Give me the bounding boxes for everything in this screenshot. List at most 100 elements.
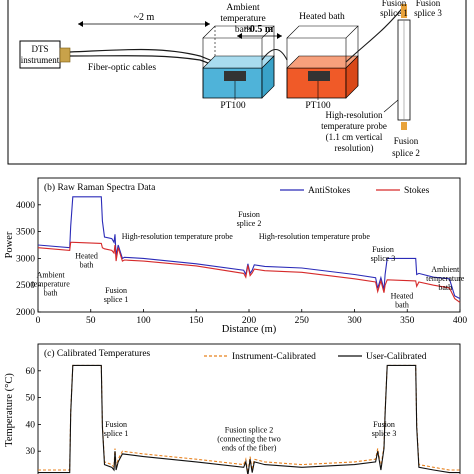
annotation-label: splice 3 (372, 429, 397, 438)
ambient-label-1: Ambient (226, 3, 260, 13)
panel-c-title: (c) Calibrated Temperatures (44, 348, 151, 359)
x-tick-label: 50 (86, 316, 96, 326)
legend-label: Instrument-Calibrated (232, 352, 316, 362)
ambient-bath (202, 25, 275, 99)
ambient-label-3: bath (235, 25, 252, 35)
splice2-label-1: Fusion (394, 136, 419, 146)
probe-label-3: (1.1 cm vertical (326, 132, 383, 142)
annotation-label: Fusion (238, 210, 260, 219)
y-tick-label: 30 (26, 447, 36, 457)
legend-label: AntiStokes (308, 186, 351, 196)
annotation-label: Fusion splice 2 (225, 425, 273, 434)
dts-label-1: DTS (31, 44, 48, 54)
annotation-label: Fusion (105, 420, 127, 429)
panel-b-ylabel: Power (4, 231, 15, 258)
annotation-label: Fusion (373, 420, 395, 429)
annotation-label: temperature (426, 274, 465, 283)
annotation-label: Heated (391, 292, 414, 301)
annotation-label: splice 1 (104, 295, 129, 304)
fiber-cable-1 (69, 48, 216, 63)
panel-c-axes: 2030405060 (26, 367, 41, 457)
panel-c-ylabel: Temperature (°C) (4, 373, 15, 447)
panel-c-plot-area (37, 343, 461, 474)
splice1-label-1: Fusion (382, 0, 407, 8)
splice1-label-2: splice 1 (380, 8, 408, 18)
x-tick-label: 150 (189, 316, 204, 326)
probe-label-4: resolution) (335, 143, 374, 153)
series-line-user-calibrated (38, 364, 460, 474)
panel-a-frame (7, 0, 467, 165)
x-tick-label: 350 (400, 316, 415, 326)
annotation-label: splice 1 (104, 429, 129, 438)
x-tick-label: 100 (136, 316, 151, 326)
panel-c-legend: Instrument-Calibrated User-Calibrated (204, 352, 427, 362)
splice2-label-2: splice 2 (392, 148, 420, 158)
fiber-link-baths (261, 48, 288, 61)
splice3-label-2: splice 3 (414, 8, 442, 18)
x-tick-label: 400 (453, 316, 468, 326)
panel-b-series (37, 196, 461, 303)
pt100-b-label: PT100 (305, 101, 331, 111)
annotation-label: bath (395, 301, 409, 310)
y-tick-label: 50 (26, 394, 36, 404)
x-tick-label: 200 (242, 316, 257, 326)
probe-label-2: temperature probe (321, 121, 387, 131)
y-tick-label: 40 (26, 420, 36, 430)
annotation-label: High-resolution temperature probe (122, 232, 234, 241)
annotation-label: Ambient (431, 265, 460, 274)
y-tick-label: 60 (26, 367, 36, 377)
annotation-label: Ambient (37, 271, 66, 280)
x-tick-label: 0 (36, 316, 41, 326)
calibrated-temperature-chart: (c) Calibrated Temperatures Temperature … (4, 343, 461, 474)
raw-spectra-chart: (b) Raw Raman Spectra Data Distance (m) … (4, 177, 467, 335)
annotation-label: bath (80, 260, 94, 269)
x-tick-label: 300 (347, 316, 362, 326)
annotation-label: (connecting the two (217, 434, 281, 443)
y-tick-label: 2000 (16, 308, 35, 318)
probe-bottom-marks (401, 122, 407, 130)
legend-label: Stokes (404, 186, 430, 196)
annotation-label: bath (44, 289, 58, 298)
annotation-label: Heated (75, 251, 98, 260)
probe-label-1: High-resolution (326, 110, 383, 120)
panel-b-legend: AntiStokes Stokes (280, 186, 430, 196)
ambient-coil (224, 71, 246, 81)
fiber-link-probe (345, 5, 405, 63)
annotation-label: High-resolution temperature probe (259, 232, 371, 241)
panel-b-title: (b) Raw Raman Spectra Data (44, 182, 156, 193)
legend-label: User-Calibrated (366, 352, 427, 362)
series-line-stokes (37, 241, 461, 303)
panel-b-axes: 0 50 100 150 200 250 300 350 400 2000 2500 3000 3500… (16, 201, 467, 326)
annotation-label: splice 2 (237, 219, 262, 228)
y-tick-label: 3500 (16, 228, 35, 238)
fiber-label: Fiber-optic cables (88, 63, 156, 73)
annotation-label: splice 3 (371, 254, 396, 263)
panel-b-xlabel: Distance (m) (222, 324, 277, 335)
heated-bath (286, 25, 359, 99)
setup-schematic: ~2 m ~0.5 m DTS instrument Fiber-optic c… (7, 0, 467, 165)
dts-connector (59, 47, 71, 63)
probe-top-marks (401, 4, 407, 18)
pt100-a-label: PT100 (220, 101, 246, 111)
panel-c-series (38, 364, 460, 474)
x-tick-label: 250 (295, 316, 310, 326)
splice3-label-1: Fusion (416, 0, 441, 8)
annotation-label: temperature (32, 280, 71, 289)
y-tick-label: 4000 (16, 201, 35, 211)
annotation-label: Fusion (372, 245, 394, 254)
heated-label: Heated bath (299, 12, 345, 22)
dist2-label: ~0.5 m (245, 24, 274, 35)
heated-coil (308, 71, 330, 81)
dist2-arrowheads (237, 33, 282, 39)
y-tick-label: 3000 (16, 254, 35, 264)
annotation-label: bath (438, 283, 452, 292)
panel-b-annotations: AmbienttemperaturebathHeatedbathFusionsp… (32, 210, 465, 309)
dts-label-2: instrument (21, 55, 60, 65)
ambient-label-2: temperature (220, 14, 265, 24)
annotation-label: Fusion (105, 286, 127, 295)
dist1-label: ~2 m (134, 12, 155, 23)
dts-instrument-box (19, 40, 61, 69)
y-tick-label: 2500 (16, 281, 35, 291)
